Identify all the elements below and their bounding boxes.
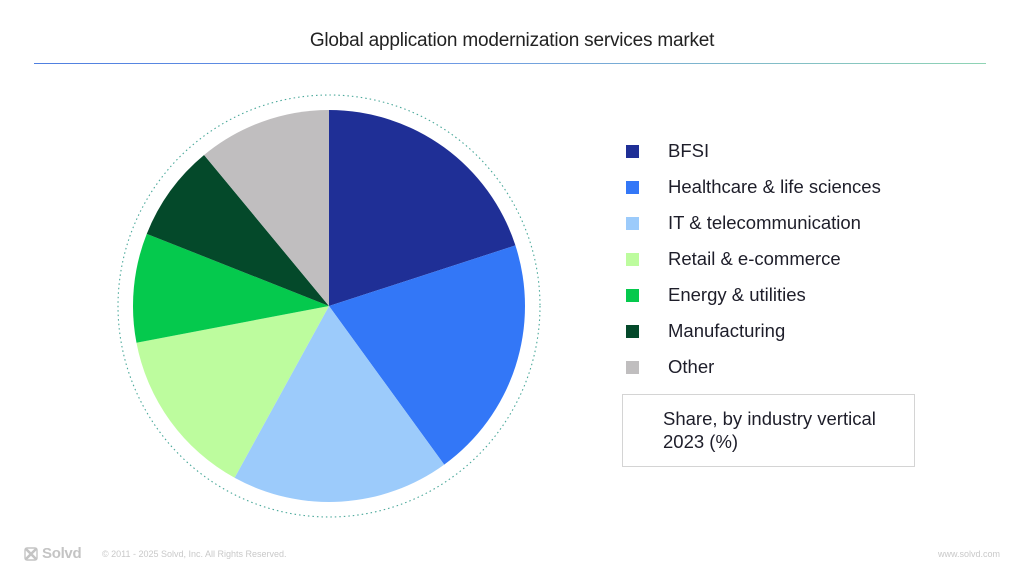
legend-item: Other: [626, 349, 881, 385]
legend-label: IT & telecommunication: [668, 212, 861, 233]
pie-slice-bfsi: [329, 110, 516, 306]
copyright-text: © 2011 - 2025 Solvd, Inc. All Rights Res…: [102, 549, 287, 559]
legend-item: Retail & e-commerce: [626, 241, 881, 277]
legend-swatch: [626, 288, 639, 302]
pie-slice-retail-e-commerce: [136, 306, 329, 478]
pie-slice-it-telecommunication: [234, 306, 445, 502]
pie-slices: [133, 110, 525, 502]
website-link[interactable]: www.solvd.com: [937, 549, 1000, 559]
legend-swatch: [626, 216, 639, 230]
legend-label: Healthcare & life sciences: [668, 176, 881, 197]
solvd-logo-icon: [24, 546, 38, 561]
legend-item: Healthcare & life sciences: [626, 169, 881, 205]
legend-swatch: [626, 360, 639, 374]
legend-swatch: [626, 144, 639, 158]
pie-slice-other: [204, 110, 329, 306]
logo-text: Solvd: [42, 545, 82, 562]
pie-slice-manufacturing: [146, 154, 329, 306]
legend-label: Retail & e-commerce: [668, 248, 841, 269]
legend-label: Energy & utilities: [668, 284, 806, 305]
chart-legend: BFSI Healthcare & life sciences IT & telec…: [626, 133, 881, 385]
legend-label: BFSI: [668, 140, 710, 161]
footer: Solvd © 2011 - 2025 Solvd, Inc. All Righ…: [24, 545, 1000, 563]
pie-slice-healthcare-life-sciences: [329, 245, 525, 465]
legend-label: Manufacturing: [668, 320, 786, 341]
legend-item: Energy & utilities: [626, 277, 881, 313]
legend-item: Manufacturing: [626, 313, 881, 349]
footer-logo: Solvd: [24, 545, 82, 562]
legend-swatch: [626, 324, 639, 338]
legend-swatch: [626, 180, 639, 194]
chart-title: Global application modernization service…: [309, 30, 715, 51]
legend-item: IT & telecommunication: [626, 205, 881, 241]
chart-subtitle-line-1: Share, by industry vertical: [663, 408, 876, 429]
pie-outline-ring: [117, 94, 541, 518]
pie-slice-energy-utilities: [133, 233, 329, 343]
chart-subtitle-line-2: 2023 (%): [663, 431, 739, 452]
legend-swatch: [626, 252, 639, 266]
chart-subtitle-box: Share, by industry vertical 2023 (%): [622, 394, 915, 467]
title-divider: [34, 63, 986, 64]
legend-label: Other: [668, 356, 715, 377]
legend-item: BFSI: [626, 133, 881, 169]
